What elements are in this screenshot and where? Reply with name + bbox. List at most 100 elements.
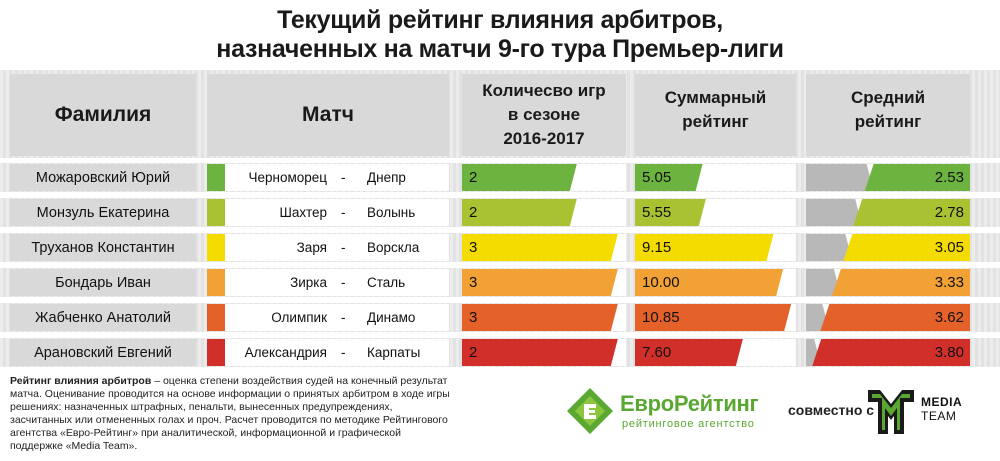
games-svg xyxy=(462,339,618,366)
match-cell: Александрия - Карпаты xyxy=(207,339,449,366)
avg-value: 2.78 xyxy=(934,204,964,221)
games-svg xyxy=(462,269,618,296)
match-color-swatch xyxy=(207,304,225,331)
header-games-line2: в сезоне xyxy=(507,105,581,124)
total-cell: 9.15 xyxy=(635,234,796,261)
avg-bar xyxy=(831,269,970,296)
games-svg xyxy=(462,234,618,261)
avg-cell: 3.05 xyxy=(806,234,970,261)
eurorating-logo-text: ЕвроРейтинг xyxy=(620,391,759,416)
home-team: Олимпик xyxy=(271,310,327,325)
total-cell: 10.85 xyxy=(635,304,796,331)
games-svg xyxy=(462,199,577,226)
header-total-line2: рейтинг xyxy=(682,112,749,131)
total-bar xyxy=(635,339,743,366)
media-team-text-line2: TEAM xyxy=(921,409,957,423)
match-color-swatch xyxy=(207,164,225,191)
games-bar xyxy=(462,199,577,226)
total-svg xyxy=(635,339,743,366)
avg-cell: 2.78 xyxy=(806,199,970,226)
total-cell: 10.00 xyxy=(635,269,796,296)
avg-value: 3.33 xyxy=(934,274,964,291)
total-cell: 5.55 xyxy=(635,199,796,226)
away-team: Динамо xyxy=(367,310,416,325)
games-bar xyxy=(462,304,618,331)
avg-cell: 3.62 xyxy=(806,304,970,331)
total-value: 10.85 xyxy=(642,309,680,326)
games-bar xyxy=(462,234,618,261)
total-bar xyxy=(635,199,706,226)
match-dash: - xyxy=(341,170,346,185)
media-team-logo-icon xyxy=(866,386,916,438)
home-team: Зирка xyxy=(290,275,327,290)
match-cell: Олимпик - Динамо xyxy=(207,304,449,331)
avg-bar xyxy=(812,339,970,366)
match-dash: - xyxy=(341,310,346,325)
games-svg xyxy=(462,304,618,331)
eurorating-logo-icon xyxy=(565,386,615,436)
avg-gray-segment xyxy=(806,269,841,296)
games-cell: 3 xyxy=(462,304,626,331)
avg-gray-segment xyxy=(806,199,863,226)
header-total: Суммарный рейтинг xyxy=(635,74,796,156)
avg-cell: 3.33 xyxy=(806,269,970,296)
home-team: Заря xyxy=(296,240,327,255)
total-value: 7.60 xyxy=(642,344,672,361)
header-name: Фамилия xyxy=(10,74,196,156)
referee-name: Бондарь Иван xyxy=(10,269,196,296)
games-cell: 3 xyxy=(462,269,626,296)
avg-gray-segment xyxy=(806,234,853,261)
total-cell: 7.60 xyxy=(635,339,796,366)
referee-name: Монзуль Екатерина xyxy=(10,199,196,226)
games-value: 3 xyxy=(469,274,478,291)
total-cell: 5.05 xyxy=(635,164,796,191)
total-value: 9.15 xyxy=(642,239,672,256)
referee-name: Жабченко Анатолий xyxy=(10,304,196,331)
total-bar xyxy=(635,234,774,261)
games-cell: 2 xyxy=(462,199,626,226)
match-dash: - xyxy=(341,205,346,220)
match-color-swatch xyxy=(207,199,225,226)
referee-name: Можаровский Юрий xyxy=(10,164,196,191)
games-value: 2 xyxy=(469,204,478,221)
total-value: 5.05 xyxy=(642,169,672,186)
avg-value: 2.53 xyxy=(934,169,964,186)
header-avg-line1: Средний xyxy=(850,88,926,107)
avg-svg xyxy=(806,234,970,261)
total-value: 5.55 xyxy=(642,204,672,221)
avg-value: 3.62 xyxy=(934,309,964,326)
away-team: Днепр xyxy=(367,170,406,185)
games-value: 2 xyxy=(469,169,478,186)
avg-bar xyxy=(864,164,970,191)
match-cell: Шахтер - Волынь xyxy=(207,199,449,226)
media-team-text-line1: MEDIA xyxy=(921,395,963,409)
match-cell: Черноморец - Днепр xyxy=(207,164,449,191)
header-avg-line2: рейтинг xyxy=(854,112,922,131)
match-color-swatch xyxy=(207,339,225,366)
games-cell: 2 xyxy=(462,339,626,366)
games-value: 2 xyxy=(469,344,478,361)
footnote-text: – оценка степени воздействия судей на ко… xyxy=(10,375,450,452)
avg-svg xyxy=(806,164,970,191)
avg-cell: 2.53 xyxy=(806,164,970,191)
games-svg xyxy=(462,164,577,191)
games-cell: 3 xyxy=(462,234,626,261)
avg-cell: 3.80 xyxy=(806,339,970,366)
games-cell: 2 xyxy=(462,164,626,191)
page-title-line2: назначенных на матчи 9-го тура Премьер-л… xyxy=(216,35,784,63)
total-bar xyxy=(635,304,792,331)
match-dash: - xyxy=(341,345,346,360)
header-games: Количесво игр в сезоне 2016-2017 xyxy=(462,74,626,156)
avg-value: 3.80 xyxy=(934,344,964,361)
avg-svg xyxy=(806,304,970,331)
away-team: Карпаты xyxy=(367,345,421,360)
match-color-swatch xyxy=(207,269,225,296)
avg-bar xyxy=(853,199,970,226)
avg-svg xyxy=(806,269,970,296)
page-title-line1: Текущий рейтинг влияния арбитров, xyxy=(277,6,723,34)
home-team: Черноморец xyxy=(248,170,327,185)
referee-name: Труханов Константин xyxy=(10,234,196,261)
home-team: Шахтер xyxy=(279,205,327,220)
total-svg xyxy=(635,199,706,226)
header-games-line3: 2016-2017 xyxy=(503,129,585,148)
